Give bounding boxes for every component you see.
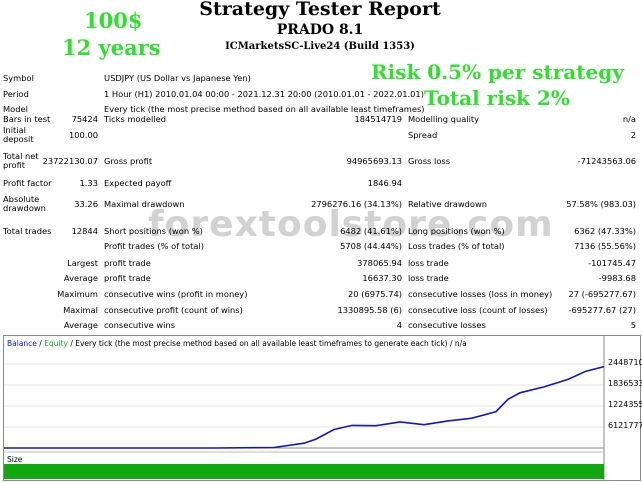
avg-wins-value: 4: [396, 320, 402, 330]
symbol-value: USDJPY (US Dollar vs Japanese Yen): [104, 73, 251, 83]
total-trades-label: Total trades: [3, 226, 52, 236]
largest-profit-label: profit trade: [104, 258, 151, 268]
max-dd-value: 2796276.16 (34.13%): [311, 199, 402, 209]
quality-label: Modelling quality: [408, 114, 480, 124]
gross-loss-value: -71243563.06: [577, 156, 636, 166]
rel-dd-label: Relative drawdown: [408, 199, 488, 209]
average-loss-value: -9983.68: [598, 273, 636, 283]
net-profit-label: Total net profit: [3, 151, 39, 170]
maximal-loss-value: -695277.67 (27): [568, 305, 636, 315]
ticks-label: Ticks modelled: [104, 114, 166, 124]
profit-factor-label: Profit factor: [3, 178, 52, 188]
y-tick-label: 18365332: [608, 379, 642, 388]
loss-trades-value: 7136 (55.56%): [574, 241, 636, 251]
net-profit-value: 23722130.07: [42, 156, 98, 166]
average2-label: Average: [63, 320, 98, 330]
model-value: Every tick (the most precise method base…: [104, 104, 425, 114]
average-label: Average: [63, 273, 98, 283]
abs-dd-label: Absolute drawdown: [3, 194, 46, 213]
max-wins-value: 20 (6975.74): [348, 289, 402, 299]
maximal-loss-label: consecutive loss (count of losses): [408, 305, 548, 315]
profit-trades-label: Profit trades (% of total): [104, 241, 204, 251]
total-trades-value: 12844: [71, 226, 98, 236]
period-label: Period: [3, 89, 29, 99]
max-wins-label: consecutive wins (profit in money): [104, 289, 248, 299]
largest-loss-value: -101745.47: [588, 258, 636, 268]
ea-name: PRADO 8.1: [276, 22, 364, 38]
profit-factor-value: 1.33: [79, 178, 98, 188]
y-tick-label: 24487109: [608, 358, 642, 367]
ticks-value: 184514719: [354, 114, 402, 124]
maximal-profit-value: 1330895.58 (6): [337, 305, 402, 315]
spread-value: 2: [630, 130, 636, 140]
size-label: Size: [7, 455, 23, 464]
chart-grid: [4, 363, 604, 428]
payoff-value: 1846.94: [367, 178, 402, 188]
deposit-label: Initial deposit: [3, 125, 34, 144]
spread-label: Spread: [408, 130, 438, 140]
largest-loss-label: loss trade: [408, 258, 449, 268]
rel-dd-value: 57.58% (983.03): [566, 199, 636, 209]
max-dd-label: Maximal drawdown: [104, 199, 185, 209]
size-bars: [4, 464, 604, 479]
promo-years: 12 years: [62, 35, 161, 60]
long-value: 6362 (47.33%): [574, 226, 636, 236]
short-label: Short positions (won %): [104, 226, 203, 236]
maximal-label: Maximal: [63, 305, 98, 315]
legend-equity: Equity: [44, 339, 68, 348]
avg-losses-value: 5: [630, 320, 636, 330]
y-tick-label: 6121777: [608, 421, 642, 430]
loss-trades-label: Loss trades (% of total): [408, 241, 505, 251]
period-value: 1 Hour (H1) 2010.01.04 00:00 - 2021.12.3…: [104, 89, 424, 99]
promo-risk-strategy: Risk 0.5% per strategy: [371, 60, 624, 84]
model-label: Model: [3, 104, 28, 114]
legend-description: / Every tick (the most precise method ba…: [67, 339, 467, 348]
max-losses-value: 27 (-695277.67): [568, 289, 636, 299]
deposit-value: 100.00: [68, 130, 98, 140]
avg-losses-label: consecutive losses: [408, 320, 486, 330]
promo-deposit: 100$: [84, 8, 143, 33]
server-name: ICMarketsSC-Live24 (Build 1353): [225, 41, 415, 52]
chart-plot: [4, 336, 605, 480]
chart-legend: Balance / Equity / Every tick (the most …: [7, 338, 467, 349]
abs-dd-value: 33.26: [74, 199, 98, 209]
quality-value: n/a: [622, 114, 636, 124]
profit-trades-value: 5708 (44.44%): [340, 241, 402, 251]
legend-separator: /: [36, 339, 45, 348]
bars-value: 75424: [71, 114, 98, 124]
balance-chart: Balance / Equity / Every tick (the most …: [3, 335, 642, 481]
long-label: Long positions (won %): [408, 226, 505, 236]
bars-label: Bars in test: [3, 114, 51, 124]
promo-risk-total: Total risk 2%: [424, 86, 570, 110]
maximal-profit-label: consecutive profit (count of wins): [104, 305, 243, 315]
average-profit-label: profit trade: [104, 273, 151, 283]
legend-balance: Balance: [7, 339, 37, 348]
avg-wins-label: consecutive wins: [104, 320, 176, 330]
maximum-label: Maximum: [57, 289, 98, 299]
average-profit-value: 16637.30: [362, 273, 402, 283]
symbol-label: Symbol: [3, 73, 34, 83]
largest-profit-value: 378065.94: [357, 258, 402, 268]
largest-label: Largest: [67, 258, 98, 268]
report-title: Strategy Tester Report: [199, 0, 441, 20]
gross-profit-label: Gross profit: [104, 156, 153, 166]
gross-profit-value: 94965693.13: [346, 156, 402, 166]
balance-series-line: [4, 365, 605, 449]
watermark: forextoolstore.com: [148, 204, 554, 245]
y-tick-label: 12243555: [608, 400, 642, 409]
average-loss-label: loss trade: [408, 273, 449, 283]
gross-loss-label: Gross loss: [408, 156, 451, 166]
max-losses-label: consecutive losses (loss in money): [408, 289, 553, 299]
short-value: 6482 (41.61%): [340, 226, 402, 236]
payoff-label: Expected payoff: [104, 178, 172, 188]
